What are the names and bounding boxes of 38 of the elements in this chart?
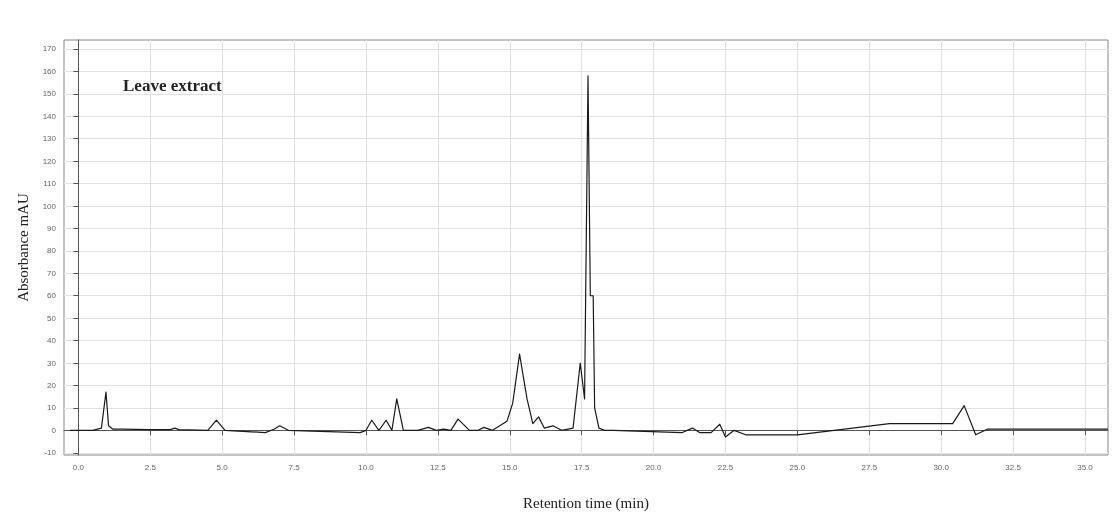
y-tick-label: 20 xyxy=(47,380,57,390)
y-tick-label: 40 xyxy=(47,336,57,346)
x-tick-label: 7.5 xyxy=(288,462,301,472)
y-axis-title: Absorbance mAU xyxy=(14,192,31,302)
y-tick-label: 120 xyxy=(42,156,57,166)
x-tick-label: 15.0 xyxy=(502,462,519,472)
x-tick-label: 22.5 xyxy=(717,462,734,472)
x-tick-label: 5.0 xyxy=(216,462,229,472)
y-tick-label: 60 xyxy=(47,291,57,301)
y-tick-label: 30 xyxy=(47,358,57,368)
y-tick-label: 170 xyxy=(42,44,57,54)
y-tick-label: 100 xyxy=(42,201,57,211)
x-axis-title: Retention time (min) xyxy=(523,494,649,512)
x-tick-label: 25.0 xyxy=(789,462,806,472)
y-tick-label: 90 xyxy=(47,223,57,233)
y-tick-label: 140 xyxy=(42,111,57,121)
text: Leave extract xyxy=(123,76,222,95)
y-tick-label: 160 xyxy=(42,66,57,76)
y-tick-label: 70 xyxy=(47,268,57,278)
line-series xyxy=(69,75,1109,438)
x-tick-label: 35.0 xyxy=(1077,462,1094,472)
x-tick-label: 30.0 xyxy=(933,462,950,472)
x-tick-label: 20.0 xyxy=(645,462,662,472)
y-tick-label: 110 xyxy=(43,179,57,189)
y-tick-label: 150 xyxy=(42,89,57,99)
x-tick-label: 12.5 xyxy=(430,462,447,472)
x-tick-label: 27.5 xyxy=(861,462,878,472)
x-tick-label: 0.0 xyxy=(72,462,85,472)
y-tick-label: -10 xyxy=(44,448,57,458)
y-tick-label: 10 xyxy=(47,403,57,413)
y-tick-label: 80 xyxy=(47,246,57,256)
y-tick-label: 0 xyxy=(51,425,57,435)
x-tick-label: 17.5 xyxy=(573,462,591,472)
x-tick-label: 2.5 xyxy=(144,462,157,472)
y-tick-label: 130 xyxy=(42,134,57,144)
x-tick-label: 32.5 xyxy=(1005,462,1022,472)
y-tick-label: 50 xyxy=(47,313,57,323)
x-tick-label: 10.0 xyxy=(358,462,375,472)
